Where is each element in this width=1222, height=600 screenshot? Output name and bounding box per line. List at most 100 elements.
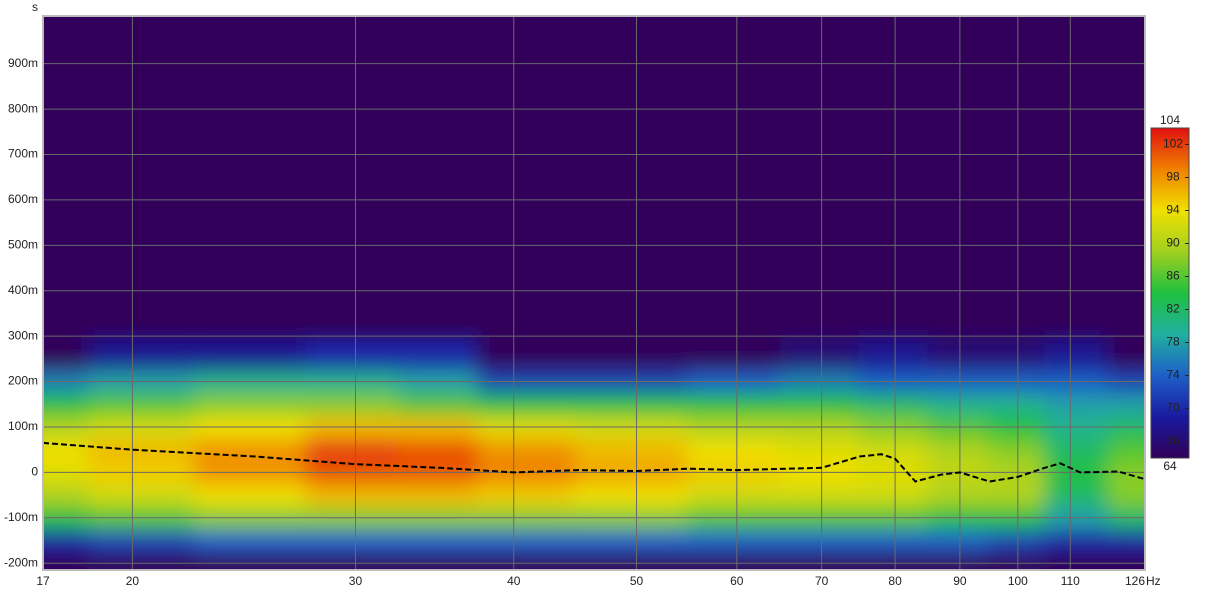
- heatmap-cell: [193, 392, 306, 417]
- heatmap-cell: [779, 551, 859, 570]
- heatmap-cell: [43, 336, 89, 371]
- heatmap-cell: [1044, 551, 1109, 570]
- x-tick-label: 17: [36, 574, 50, 588]
- heatmap-cell: [305, 336, 399, 371]
- heatmap-cell: [779, 483, 859, 507]
- x-tick-label: 30: [349, 574, 363, 588]
- heatmap-cell: [1044, 483, 1109, 507]
- heatmap-cell: [779, 529, 859, 553]
- heatmap-cell: [43, 438, 89, 462]
- colorbar-tick-label: 82: [1166, 302, 1180, 316]
- heatmap-cell: [575, 529, 688, 553]
- colorbar-tick-label: 104: [1160, 113, 1180, 127]
- x-tick-label: 50: [630, 574, 644, 588]
- heatmap-blur: [43, 336, 1145, 570]
- heatmap-cell: [43, 529, 89, 553]
- heatmap-cell: [87, 529, 195, 553]
- heatmap-cell: [43, 483, 89, 507]
- heatmap-cell: [988, 392, 1045, 417]
- group-delay-line: [43, 441, 1145, 483]
- heatmap-cell: [575, 483, 688, 507]
- heatmap: [43, 336, 1145, 570]
- heatmap-cell: [927, 438, 990, 462]
- heatmap-cell: [43, 551, 89, 570]
- y-tick-label: 500m: [8, 237, 38, 251]
- heatmap-cell: [575, 392, 688, 417]
- heatmap-cell: [927, 483, 990, 507]
- heatmap-cell: [305, 392, 399, 417]
- heatmap-cell: [575, 336, 688, 371]
- colorbar-tick-label: 86: [1166, 269, 1180, 283]
- heatmap-cell: [858, 483, 928, 507]
- heatmap-cell: [686, 483, 780, 507]
- heatmap-cell: [858, 392, 928, 417]
- heatmap-cell: [1044, 392, 1109, 417]
- heatmap-cell: [1107, 438, 1145, 462]
- heatmap-cell: [1107, 336, 1145, 371]
- heatmap-cell: [477, 336, 576, 371]
- colorbar-tick-label: 64: [1163, 459, 1177, 473]
- heatmap-cell: [477, 392, 576, 417]
- heatmap-cell: [43, 392, 89, 417]
- colorbar-tick-label: 94: [1166, 203, 1180, 217]
- heatmap-cell: [686, 529, 780, 553]
- heatmap-cell: [1107, 551, 1145, 570]
- heatmap-cell: [193, 529, 306, 553]
- y-tick-label: 300m: [8, 328, 38, 342]
- colorbar-tick-label: 74: [1166, 368, 1180, 382]
- y-tick-label: -100m: [4, 510, 38, 524]
- heatmap-cell: [87, 551, 195, 570]
- heatmap-cell: [87, 336, 195, 371]
- x-tick-label: 100: [1008, 574, 1028, 588]
- heatmap-cell: [858, 551, 928, 570]
- heatmap-cell: [686, 438, 780, 462]
- heatmap-cell: [305, 438, 399, 462]
- colorbar-tick-label: 90: [1166, 236, 1180, 250]
- colorbar-tick-label: 70: [1166, 401, 1180, 415]
- heatmap-cell: [988, 336, 1045, 371]
- heatmap-cell: [193, 438, 306, 462]
- heatmap-cell: [686, 336, 780, 371]
- heatmap-cell: [477, 551, 576, 570]
- heatmap-cell: [1107, 483, 1145, 507]
- heatmap-cell: [1044, 438, 1109, 462]
- heatmap-cell: [305, 551, 399, 570]
- x-tick-label: 80: [888, 574, 902, 588]
- heatmap-cell: [988, 438, 1045, 462]
- heatmap-cell: [477, 483, 576, 507]
- heatmap-cell: [779, 336, 859, 371]
- heatmap-cell: [575, 438, 688, 462]
- y-tick-label: 400m: [8, 283, 38, 297]
- heatmap-cell: [575, 551, 688, 570]
- heatmap-cell: [397, 529, 478, 553]
- heatmap-cell: [397, 551, 478, 570]
- heatmap-cell: [193, 551, 306, 570]
- colorbar-tick-label: 102: [1163, 137, 1183, 151]
- heatmap-cell: [1044, 529, 1109, 553]
- plot-border: [42, 15, 1146, 571]
- heatmap-cell: [397, 483, 478, 507]
- heatmap-cell: [927, 336, 990, 371]
- heatmap-cell: [858, 529, 928, 553]
- y-tick-label: 0: [31, 465, 38, 479]
- heatmap-cell: [87, 438, 195, 462]
- heatmap-cell: [193, 483, 306, 507]
- y-tick-label: -200m: [4, 555, 38, 569]
- y-axis-label: s: [32, 0, 38, 14]
- heatmap-cell: [988, 529, 1045, 553]
- x-tick-label: 126: [1125, 574, 1145, 588]
- y-tick-label: 700m: [8, 147, 38, 161]
- heatmap-cell: [988, 483, 1045, 507]
- heatmap-cell: [779, 392, 859, 417]
- heatmap-cell: [305, 529, 399, 553]
- x-tick-label: 40: [507, 574, 521, 588]
- x-tick-label: 20: [126, 574, 140, 588]
- heatmap-cell: [477, 438, 576, 462]
- heatmap-cell: [397, 438, 478, 462]
- heatmap-cell: [858, 336, 928, 371]
- colorbar-tick-label: 66: [1166, 434, 1180, 448]
- heatmap-cell: [927, 529, 990, 553]
- y-tick-label: 800m: [8, 101, 38, 115]
- heatmap-cell: [305, 483, 399, 507]
